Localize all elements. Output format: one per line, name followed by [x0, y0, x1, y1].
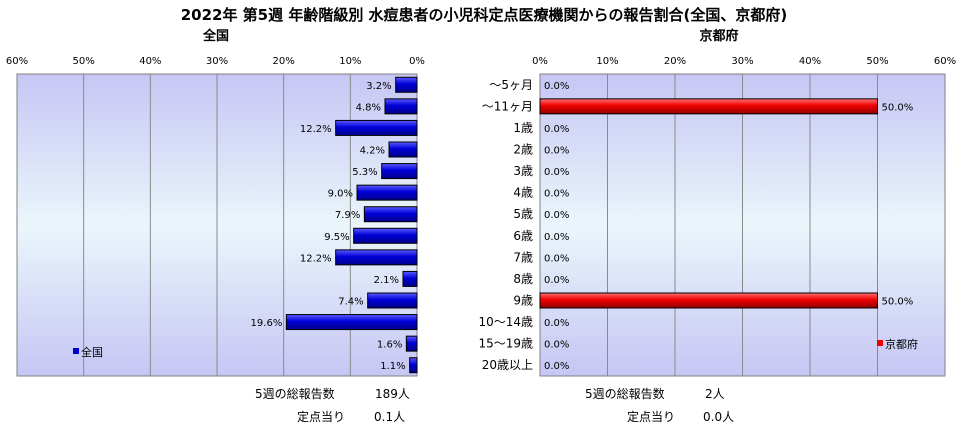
tick-label: 50%	[866, 56, 888, 67]
right-data-labels: 0.0% 50.0% 0.0% 0.0% 0.0% 0.0% 0.0% 0.0% 0.0% 0.0…	[544, 81, 913, 372]
left-data-label: 1.6%	[377, 340, 402, 351]
right-legend-swatch	[877, 340, 883, 346]
left-data-label: 12.2%	[300, 124, 332, 135]
left-bars	[285, 76, 418, 374]
category-label: ～5ヶ月	[489, 78, 533, 92]
right-data-label: 0.0%	[544, 361, 569, 372]
left-bar	[381, 163, 418, 180]
left-chart-title: 全国	[202, 28, 229, 44]
left-bar	[395, 76, 418, 93]
tick-label: 60%	[934, 56, 956, 67]
right-data-label: 0.0%	[544, 232, 569, 243]
right-gridlines	[607, 74, 878, 376]
tick-label: 0%	[532, 56, 548, 67]
left-data-label: 19.6%	[251, 318, 283, 329]
left-data-label: 12.2%	[300, 253, 332, 264]
category-label: 2歳	[513, 143, 533, 157]
tick-label: 30%	[206, 56, 228, 67]
right-total-value: 2人	[705, 387, 725, 401]
left-bar	[363, 206, 418, 223]
right-data-label: 50.0%	[882, 102, 914, 113]
left-bar	[409, 357, 418, 374]
tick-label: 60%	[6, 56, 28, 67]
left-per-label: 定点当り	[297, 409, 345, 424]
left-bar	[388, 141, 418, 158]
category-label: 3歳	[513, 164, 533, 178]
chart-title: 2022年 第5週 年齢階級別 水痘患者の小児科定点医療機関からの報告割合(全国…	[181, 6, 788, 24]
category-label: 7歳	[513, 250, 533, 264]
left-data-label: 2.1%	[374, 275, 399, 286]
tick-label: 10%	[596, 56, 618, 67]
right-data-label: 0.0%	[544, 189, 569, 200]
right-data-label: 0.0%	[544, 124, 569, 135]
left-legend-label: 全国	[81, 345, 103, 359]
tick-label: 10%	[339, 56, 361, 67]
right-total-label: 5週の総報告数	[585, 386, 665, 401]
left-per-value: 0.1人	[374, 410, 405, 424]
category-label: 8歳	[513, 272, 533, 286]
left-bar	[285, 314, 418, 331]
category-label: 5歳	[513, 207, 533, 221]
left-bar	[335, 119, 418, 136]
right-axis-ticks: 0% 10% 20% 30% 40% 50% 60%	[532, 56, 956, 67]
tick-label: 40%	[139, 56, 161, 67]
left-data-label: 4.8%	[356, 102, 381, 113]
left-data-label: 9.5%	[324, 232, 349, 243]
tick-label: 30%	[731, 56, 753, 67]
left-data-labels: 3.2% 4.8% 12.2% 4.2% 5.3% 9.0% 7.9% 9.5% 12.2% 2.…	[251, 81, 406, 372]
right-bar	[539, 98, 878, 115]
left-data-label: 7.4%	[338, 297, 363, 308]
right-data-label: 0.0%	[544, 275, 569, 286]
category-labels: ～5ヶ月 ～11ヶ月 1歳 2歳 3歳 4歳 5歳 6歳 7歳 8歳 9歳 10～14歳 15～19歳 2…	[478, 78, 533, 372]
category-label: 15～19歳	[478, 337, 533, 351]
right-bar	[539, 292, 878, 309]
right-data-label: 0.0%	[544, 210, 569, 221]
left-data-label: 4.2%	[360, 146, 385, 157]
right-chart-title: 京都府	[699, 28, 738, 44]
left-bar	[335, 249, 418, 266]
left-data-label: 3.2%	[366, 81, 391, 92]
right-data-label: 0.0%	[544, 167, 569, 178]
right-bars	[539, 98, 878, 309]
tick-label: 50%	[73, 56, 95, 67]
right-data-label: 50.0%	[882, 297, 914, 308]
left-data-label: 1.1%	[380, 361, 405, 372]
left-bar	[353, 227, 418, 244]
left-data-label: 7.9%	[335, 210, 360, 221]
category-label: 4歳	[513, 186, 533, 200]
left-total-label: 5週の総報告数	[255, 386, 335, 401]
category-label: 10～14歳	[478, 315, 533, 329]
tick-label: 20%	[664, 56, 686, 67]
left-bar	[405, 335, 418, 352]
tick-label: 40%	[799, 56, 821, 67]
tick-label: 0%	[409, 56, 425, 67]
left-data-label: 5.3%	[352, 167, 377, 178]
category-label: 1歳	[513, 121, 533, 135]
category-label: 20歳以上	[482, 358, 533, 372]
tick-label: 20%	[273, 56, 295, 67]
left-axis-ticks: 60% 50% 40% 30% 20% 10% 0%	[6, 56, 425, 67]
left-data-label: 9.0%	[328, 189, 353, 200]
left-bar	[356, 184, 418, 201]
left-total-value: 189人	[375, 387, 410, 401]
right-data-label: 0.0%	[544, 253, 569, 264]
right-data-label: 0.0%	[544, 340, 569, 351]
right-data-label: 0.0%	[544, 146, 569, 157]
right-legend-label: 京都府	[885, 337, 918, 351]
category-label: 6歳	[513, 229, 533, 243]
right-per-value: 0.0人	[703, 410, 734, 424]
left-legend-swatch	[73, 348, 79, 354]
right-data-label: 0.0%	[544, 318, 569, 329]
left-bar	[367, 292, 418, 309]
category-label: 9歳	[513, 294, 533, 308]
category-label: ～11ヶ月	[482, 99, 533, 113]
right-per-label: 定点当り	[627, 409, 675, 424]
left-bar	[384, 98, 418, 115]
left-bar	[402, 270, 418, 287]
right-data-label: 0.0%	[544, 81, 569, 92]
